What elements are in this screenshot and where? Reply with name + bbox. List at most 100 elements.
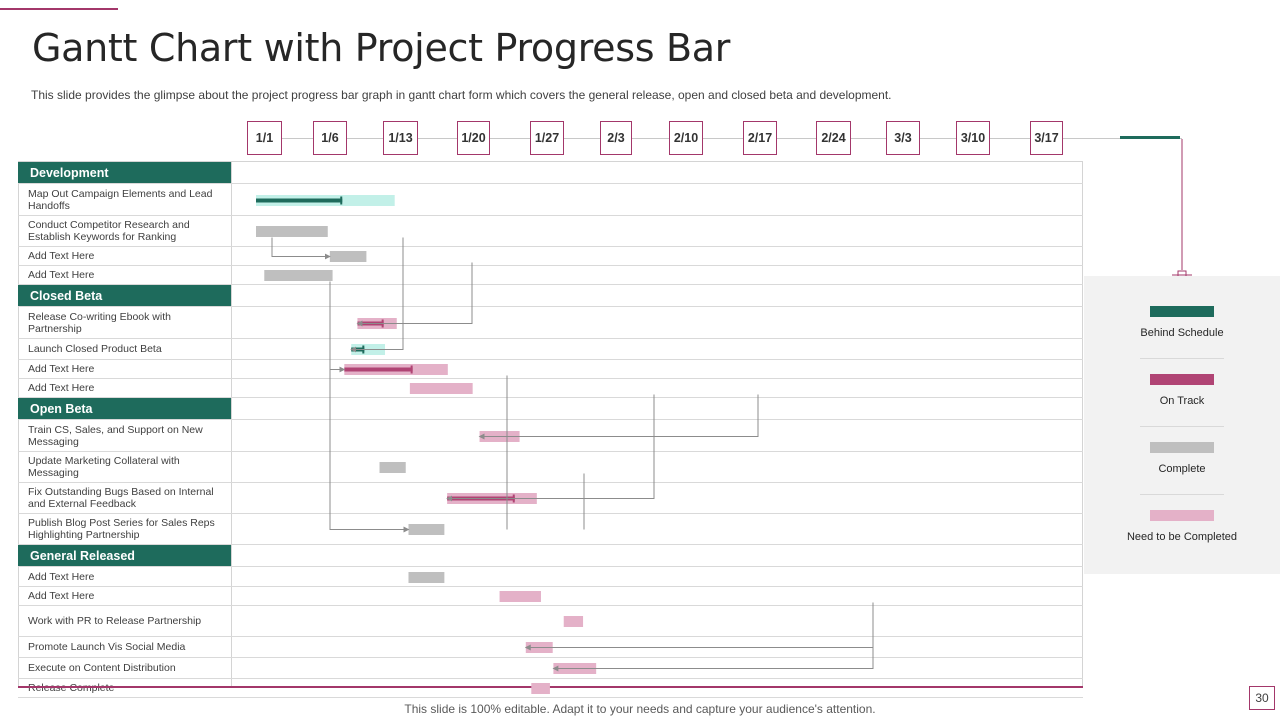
date-marker: 3/10 — [956, 121, 990, 155]
gantt-bar — [563, 616, 584, 627]
date-marker: 3/17 — [1030, 121, 1063, 155]
task-label: Launch Closed Product Beta — [28, 342, 162, 355]
gantt-bar — [329, 251, 367, 262]
task-label: Add Text Here — [28, 362, 95, 375]
date-marker: 2/10 — [669, 121, 703, 155]
group-header: Closed Beta — [18, 285, 231, 306]
date-marker: 2/3 — [600, 121, 632, 155]
group-header: General Released — [18, 545, 231, 566]
date-connector — [418, 138, 457, 139]
date-marker: 1/6 — [313, 121, 347, 155]
date-marker: 1/1 — [247, 121, 282, 155]
legend-swatch — [1150, 510, 1214, 521]
task-row: Map Out Campaign Elements and Lead Hando… — [18, 185, 1083, 216]
task-label: Add Text Here — [28, 570, 95, 583]
legend-item: On Track — [1084, 374, 1280, 407]
task-row: Conduct Competitor Research and Establis… — [18, 216, 1083, 247]
task-row: Add Text Here — [18, 360, 1083, 379]
task-label: Add Text Here — [28, 381, 95, 394]
task-row: Execute on Content Distribution — [18, 658, 1083, 679]
dependency-arrow — [329, 281, 346, 373]
legend-item: Behind Schedule — [1084, 306, 1280, 339]
gantt-bar — [408, 572, 445, 583]
task-label: Publish Blog Post Series for Sales Reps … — [28, 516, 215, 542]
gantt-bar — [256, 226, 328, 237]
task-row: Launch Closed Product Beta — [18, 339, 1083, 360]
date-connector — [282, 138, 313, 139]
task-row: Train CS, Sales, and Support on New Mess… — [18, 421, 1083, 452]
legend-label: Complete — [1158, 463, 1206, 475]
legend-connector — [1120, 136, 1192, 288]
dependency-arrow — [552, 647, 874, 672]
group-row: Development — [18, 162, 1083, 184]
task-label: Execute on Content Distribution — [28, 661, 176, 674]
group-header: Open Beta — [18, 398, 231, 419]
legend-label: Behind Schedule — [1140, 327, 1224, 339]
page-number: 30 — [1249, 686, 1275, 710]
task-row: Add Text Here — [18, 266, 1083, 285]
date-marker: 2/24 — [816, 121, 851, 155]
gantt-bar — [379, 462, 406, 473]
gantt-progress-cap — [340, 196, 343, 205]
gantt-progress-cap — [410, 365, 413, 374]
task-row: Add Text Here — [18, 587, 1083, 606]
legend-separator — [1140, 358, 1224, 359]
date-connector — [920, 138, 956, 139]
legend-label: On Track — [1159, 395, 1205, 407]
page-title: Gantt Chart with Project Progress Bar — [32, 26, 731, 70]
date-marker: 2/17 — [743, 121, 777, 155]
task-row: Release Co-writing Ebook with Partnershi… — [18, 308, 1083, 339]
date-marker: 3/3 — [886, 121, 920, 155]
date-connector — [703, 138, 743, 139]
date-connector — [347, 138, 383, 139]
gantt-bar — [531, 683, 550, 694]
gantt-progress — [344, 367, 413, 372]
task-row: Add Text Here — [18, 247, 1083, 266]
gantt-bar — [408, 524, 445, 535]
gantt-bar — [409, 383, 473, 394]
legend-separator — [1140, 426, 1224, 427]
task-label: Add Text Here — [28, 249, 95, 262]
task-label: Map Out Campaign Elements and Lead Hando… — [28, 187, 213, 213]
task-label: Add Text Here — [28, 589, 95, 602]
task-row: Promote Launch Vis Social Media — [18, 637, 1083, 658]
group-row: General Released — [18, 545, 1083, 567]
accent-line — [0, 8, 118, 10]
group-row: Open Beta — [18, 398, 1083, 420]
task-row: Add Text Here — [18, 379, 1083, 398]
dependency-arrow — [271, 237, 331, 260]
legend-separator — [1140, 494, 1224, 495]
grid-bottom-line — [18, 686, 1083, 688]
task-label: Update Marketing Collateral with Messagi… — [28, 454, 180, 480]
footer-note: This slide is 100% editable. Adapt it to… — [404, 702, 876, 716]
label-column-divider — [231, 161, 232, 687]
gantt-progress — [256, 198, 343, 203]
page-subtitle: This slide provides the glimpse about th… — [31, 88, 892, 102]
date-connector — [990, 138, 1030, 139]
task-label: Fix Outstanding Bugs Based on Internal a… — [28, 485, 214, 511]
task-row: Fix Outstanding Bugs Based on Internal a… — [18, 483, 1083, 514]
task-label: Work with PR to Release Partnership — [28, 614, 202, 627]
task-row: Update Marketing Collateral with Messagi… — [18, 452, 1083, 483]
gantt-bar — [264, 270, 333, 281]
task-row: Work with PR to Release Partnership — [18, 606, 1083, 637]
task-label: Add Text Here — [28, 268, 95, 281]
date-connector — [564, 138, 600, 139]
legend-item: Complete — [1084, 442, 1280, 475]
task-label: Promote Launch Vis Social Media — [28, 640, 186, 653]
group-row: Closed Beta — [18, 285, 1083, 307]
dependency-arrow — [478, 394, 759, 440]
task-label: Conduct Competitor Research and Establis… — [28, 218, 190, 244]
legend-panel: Behind Schedule On Track Complete Need to b… — [1084, 276, 1280, 574]
dependency-arrow — [356, 262, 473, 327]
date-connector — [632, 138, 669, 139]
legend-swatch — [1150, 442, 1214, 453]
group-header: Development — [18, 162, 231, 183]
date-connector — [851, 138, 886, 139]
date-connector — [490, 138, 530, 139]
dependency-arrow — [446, 394, 655, 502]
legend-label: Need to be Completed — [1126, 531, 1238, 543]
task-label: Train CS, Sales, and Support on New Mess… — [28, 423, 203, 449]
legend-item: Need to be Completed — [1084, 510, 1280, 543]
